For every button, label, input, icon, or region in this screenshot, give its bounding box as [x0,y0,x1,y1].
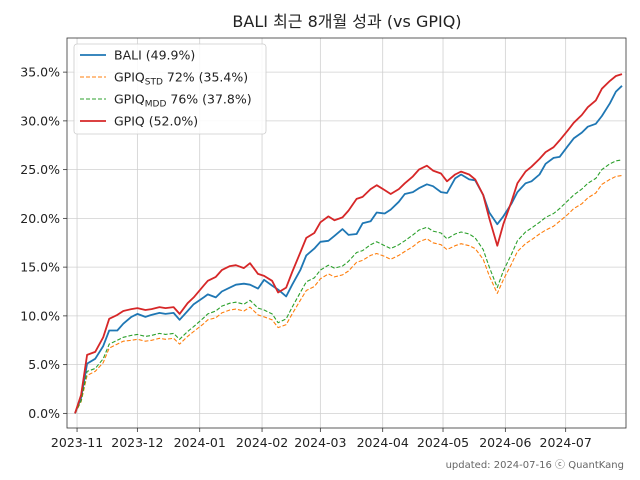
series-line-bali [74,85,623,414]
x-tick-label: 2023-12 [111,435,163,450]
footer-note: updated: 2024-07-16 ⓒ QuantKang [446,459,624,471]
legend-label: GPIQ (52.0%) [114,114,198,129]
legend-box [73,43,267,135]
y-tick-label: 35.0% [20,65,60,80]
y-tick-label: 30.0% [20,113,60,128]
series-line-gpiq [74,73,623,414]
x-axis-ticks: 2023-11 2023-12 2024-01 2024-02 2024-03 2024-… [51,428,592,450]
y-tick-label: 25.0% [20,162,60,177]
x-tick-label: 2024-07 [540,435,592,450]
x-tick-label: 2024-01 [174,435,226,450]
x-tick-label: 2024-06 [479,435,531,450]
y-axis-ticks: 0.0% 5.0% 10.0% 15.0% 20.0% 25.0% 30.0% 35.0% [20,65,67,421]
x-tick-label: 2024-04 [357,435,409,450]
plot-frame [66,37,627,429]
gridlines [67,38,626,428]
chart-title: BALI 최근 8개월 성과 (vs GPIQ) [232,12,461,31]
y-tick-label: 0.0% [28,406,60,421]
y-tick-label: 5.0% [28,357,60,372]
legend-label: BALI (49.9%) [114,48,195,63]
x-tick-label: 2024-02 [236,435,288,450]
x-tick-label: 2024-05 [417,435,469,450]
series-line-gpiq-mdd [74,159,623,414]
y-tick-label: 20.0% [20,211,60,226]
y-tick-label: 10.0% [20,308,60,323]
y-tick-label: 15.0% [20,260,60,275]
x-tick-label: 2023-11 [51,435,103,450]
x-tick-label: 2024-03 [294,435,346,450]
legend-label: GPIQMDD 76% (37.8%) [114,92,252,110]
legend-label: GPIQSTD 72% (35.4%) [114,70,248,88]
legend: BALI (49.9%) GPIQSTD 72% (35.4%) GPIQMDD 7… [73,43,267,135]
series-line-gpiq-std [74,174,623,414]
plot-lines [74,73,623,414]
